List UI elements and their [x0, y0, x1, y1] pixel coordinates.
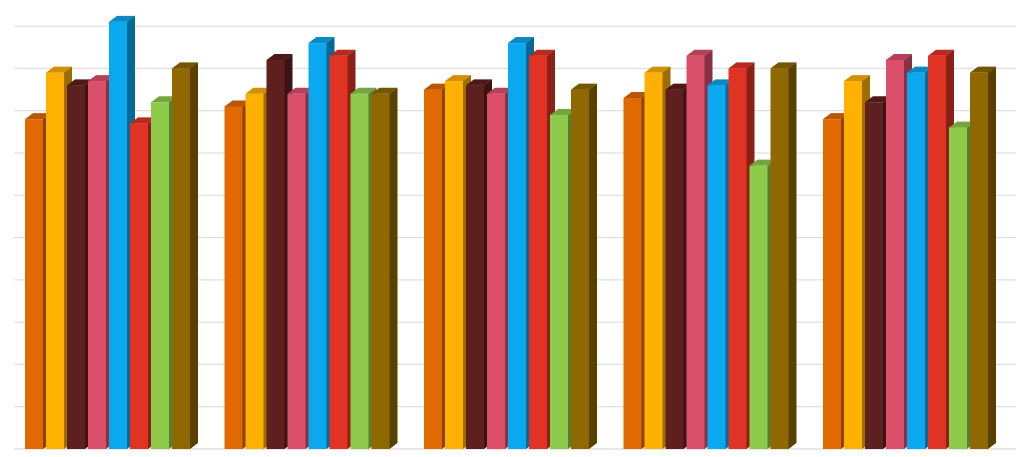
bar-front	[770, 68, 789, 450]
bar-top	[445, 75, 471, 82]
bar-top	[25, 113, 51, 120]
bar	[970, 66, 996, 450]
bar-front	[749, 165, 768, 449]
bar-top	[970, 66, 996, 73]
bar-front	[508, 43, 526, 449]
bar-front	[109, 21, 127, 450]
bar-top	[865, 96, 891, 103]
bar-front	[907, 72, 925, 449]
bar-front	[172, 68, 190, 450]
bar-top	[371, 87, 398, 94]
bar-front	[350, 93, 369, 450]
bar-front	[529, 55, 547, 449]
bar-top	[172, 62, 198, 69]
bar	[571, 83, 597, 450]
bar-front	[970, 72, 988, 449]
bar-top	[571, 83, 597, 90]
bar-top	[287, 87, 314, 94]
bar-front	[550, 114, 568, 450]
bar-top	[109, 15, 135, 22]
bar-top	[623, 92, 650, 99]
bar-group	[25, 15, 198, 450]
bar-group	[623, 49, 797, 450]
bar-top	[350, 87, 377, 94]
bar-side	[988, 66, 996, 450]
bar-top	[529, 49, 555, 56]
bar-top	[686, 49, 713, 56]
bar-front	[445, 81, 463, 449]
bar-front	[644, 72, 663, 449]
bar-front	[707, 85, 726, 450]
bar-front	[466, 85, 484, 450]
bar-top	[886, 53, 912, 60]
bar-top	[88, 75, 114, 82]
bar-top	[424, 83, 450, 90]
bar-top	[466, 79, 492, 86]
bar-top	[844, 75, 870, 82]
bar-front	[224, 106, 243, 449]
bar-group	[823, 49, 996, 450]
bar-front	[686, 55, 705, 449]
bar-front	[88, 81, 106, 449]
bar-top	[508, 37, 534, 44]
bar-top	[665, 83, 692, 90]
bar-top	[949, 121, 975, 128]
bars	[25, 15, 996, 450]
bar	[770, 62, 797, 450]
bar-top	[245, 87, 272, 94]
bar-front	[245, 93, 264, 450]
bar-top	[728, 62, 755, 69]
bar-top	[224, 100, 251, 107]
bar-side	[788, 62, 797, 450]
bar-front	[287, 93, 306, 450]
bar-top	[487, 87, 513, 94]
bar-top	[907, 66, 933, 73]
bar-front	[623, 98, 642, 449]
bar-front	[266, 60, 285, 449]
bar	[371, 87, 398, 450]
bar-group	[224, 37, 398, 450]
bar-front	[151, 102, 169, 450]
bar-front	[424, 89, 442, 449]
bar-top	[770, 62, 797, 69]
bar-top	[308, 37, 335, 44]
bar-front	[571, 89, 589, 449]
bar	[172, 62, 198, 450]
bar-front	[823, 119, 841, 449]
bar-front	[728, 68, 747, 450]
bar-top	[550, 108, 576, 115]
bar-top	[707, 79, 734, 86]
bar-top	[329, 49, 356, 56]
bar-front	[844, 81, 862, 449]
bar-top	[823, 113, 849, 120]
bar-top	[644, 66, 671, 73]
bar-group	[424, 37, 597, 450]
bar-top	[67, 79, 93, 86]
bar-front	[928, 55, 946, 449]
bar-side	[389, 87, 398, 450]
bar-side	[190, 62, 198, 450]
bar-front	[487, 93, 505, 450]
bar-front	[886, 60, 904, 449]
bar-front	[46, 72, 64, 449]
bar-front	[949, 127, 967, 449]
bar-front	[67, 85, 85, 450]
bar-top	[130, 117, 156, 124]
bar-front	[371, 93, 390, 450]
bar-front	[130, 123, 148, 450]
bar-top	[46, 66, 72, 73]
bar-top	[151, 96, 177, 103]
bar-front	[329, 55, 348, 449]
bar-front	[665, 89, 684, 449]
bar-front	[25, 119, 43, 449]
bar-front	[865, 102, 883, 450]
bar-top	[749, 159, 776, 166]
bar-top	[266, 53, 293, 60]
bar-top	[928, 49, 954, 56]
bar-side	[589, 83, 597, 450]
bar-front	[308, 43, 327, 449]
